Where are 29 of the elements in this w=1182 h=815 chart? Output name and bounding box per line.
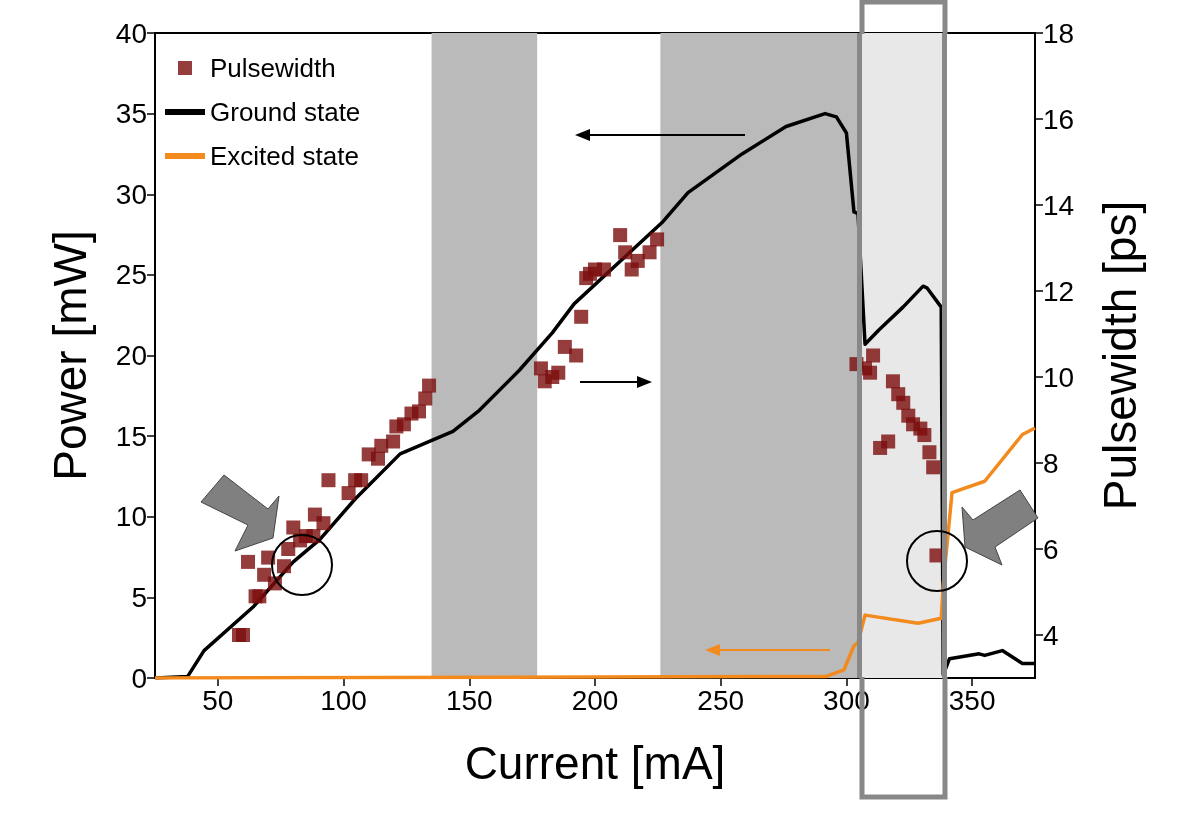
y-tick-label: 30 xyxy=(115,178,147,210)
y-tick-label: 40 xyxy=(115,17,147,49)
y2-tick-label: 6 xyxy=(1043,533,1059,565)
y2-tick-label: 18 xyxy=(1043,17,1075,49)
y2-tick-label: 8 xyxy=(1043,447,1059,479)
legend-label: Pulsewidth xyxy=(210,53,336,83)
x-tick-label: 350 xyxy=(948,684,996,716)
y2-tick-label: 14 xyxy=(1043,189,1075,221)
legend-label: Excited state xyxy=(210,141,359,171)
legend-label: Ground state xyxy=(210,97,361,127)
x-tick-label: 200 xyxy=(571,684,619,716)
y2-tick-label: 16 xyxy=(1043,103,1075,135)
y-tick-label: 20 xyxy=(115,340,147,371)
y-tick-label: 25 xyxy=(115,259,147,291)
y2-tick-label: 12 xyxy=(1043,275,1075,307)
y2-tick-label: 4 xyxy=(1043,619,1059,651)
y-axis-title: Power [mW] xyxy=(44,230,96,481)
x-tick-label: 250 xyxy=(697,684,745,716)
y2-axis-title: Pulsewidth [ps] xyxy=(1094,200,1146,511)
y-tick-label: 0 xyxy=(131,662,147,694)
x-axis-title: Current [mA] xyxy=(464,737,726,789)
x-tick-label: 50 xyxy=(202,684,234,716)
x-tick-label: 150 xyxy=(445,684,493,716)
y-tick-label: 35 xyxy=(115,98,147,130)
x-tick-label: 100 xyxy=(320,684,367,716)
y-tick-label: 15 xyxy=(115,420,147,452)
y-tick-label: 5 xyxy=(131,581,147,613)
y-tick-label: 10 xyxy=(115,501,147,533)
y2-tick-label: 10 xyxy=(1043,361,1075,393)
